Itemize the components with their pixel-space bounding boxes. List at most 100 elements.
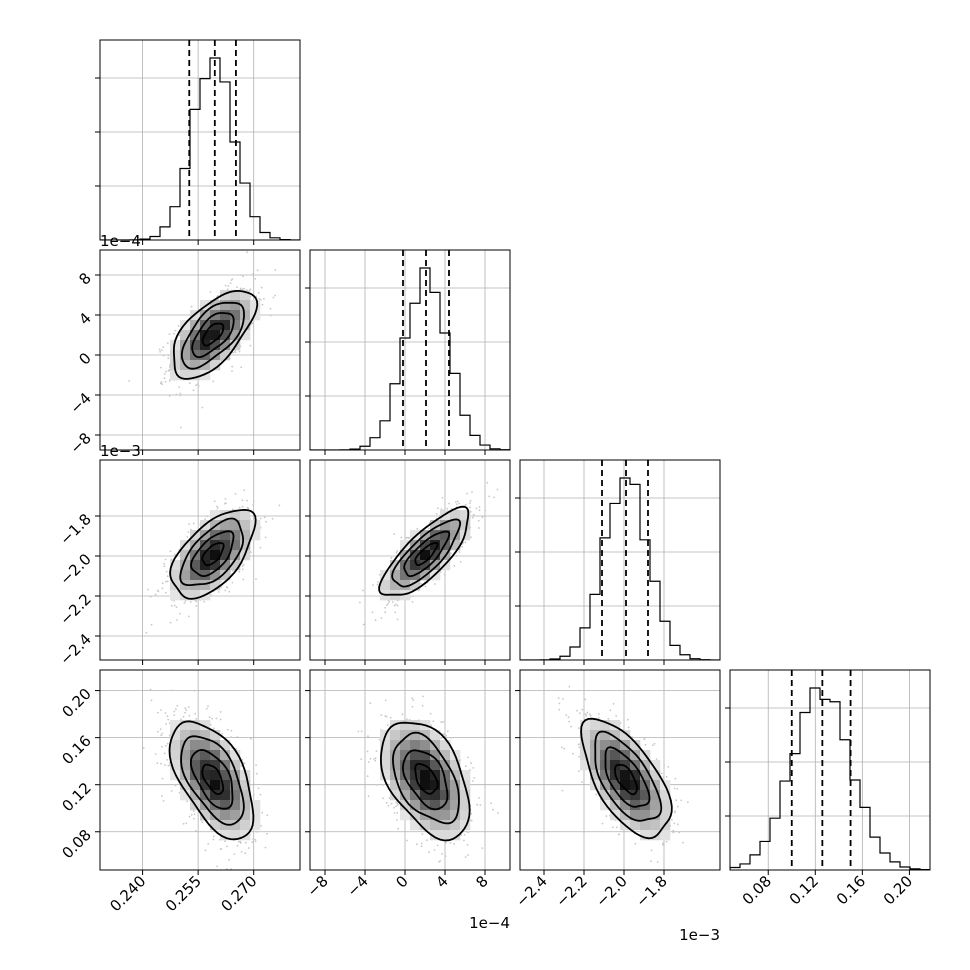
scatter-point (157, 730, 159, 733)
scatter-point (164, 744, 167, 747)
scatter-point (169, 621, 172, 624)
density-cell (460, 770, 471, 781)
density-cell (170, 370, 181, 381)
scatter-point (173, 604, 176, 607)
density-cell (240, 800, 251, 811)
density-cell (220, 530, 231, 541)
x-tick-label: −4 (343, 872, 371, 900)
scatter-point (216, 865, 219, 868)
scatter-point (224, 589, 227, 592)
scatter-point (272, 296, 275, 299)
density-cell (380, 760, 391, 771)
scatter-point (162, 800, 165, 802)
scatter-point (265, 520, 267, 523)
scatter-point (456, 503, 458, 506)
scatter-point (424, 585, 427, 588)
scatter-point (188, 523, 191, 525)
scatter-point (374, 759, 377, 762)
density-cell (410, 550, 421, 561)
density-cell (410, 800, 421, 811)
density-cell (250, 530, 261, 541)
density-cell (230, 750, 241, 761)
scatter-point (440, 737, 443, 740)
scatter-point (252, 838, 255, 840)
density-cell (250, 800, 261, 811)
density-cell (180, 370, 191, 381)
x-tick-label: 8 (472, 872, 491, 891)
density-cell (210, 350, 221, 361)
density-cell (240, 300, 251, 311)
scatter-point (428, 527, 430, 530)
scatter-point (411, 697, 414, 700)
scatter-point (240, 274, 243, 276)
density-cell (190, 360, 201, 371)
scatter-point (426, 839, 428, 842)
scatter-point (154, 753, 157, 755)
scatter-point (227, 285, 230, 287)
density-cell (220, 510, 231, 521)
scatter-point (441, 496, 444, 499)
scatter-point (393, 806, 395, 809)
density-cell (440, 530, 451, 541)
scatter-point (167, 369, 170, 372)
scatter-point (186, 800, 189, 803)
density-cell (430, 560, 441, 571)
density-cell (220, 340, 231, 351)
y-tick-label: 0.16 (58, 732, 94, 768)
scatter-point (194, 713, 197, 715)
y-tick-label: −2.0 (56, 550, 94, 588)
density-cell (230, 520, 241, 531)
density-cell (410, 810, 421, 821)
scatter-point (180, 718, 182, 720)
density-cell (190, 780, 201, 791)
scatter-point (167, 354, 170, 357)
density-cell (400, 760, 411, 771)
scatter-point (464, 541, 467, 544)
scatter-point (374, 619, 377, 622)
density-cell (210, 330, 221, 341)
scatter-point (229, 282, 232, 284)
density-cell (220, 550, 231, 561)
scatter-point (220, 848, 223, 850)
x-tick-label: 4 (432, 872, 451, 891)
scatter-point (242, 578, 245, 581)
scatter-point (160, 709, 162, 711)
scatter-point (174, 784, 177, 787)
density-cell (390, 760, 401, 771)
scatter-point (396, 802, 399, 805)
scatter-point (233, 853, 236, 855)
scatter-point (467, 831, 469, 834)
scatter-point (387, 724, 389, 726)
scatter-point (195, 605, 198, 607)
scatter-point (445, 734, 447, 737)
scatter-point (362, 589, 364, 592)
scatter-point (278, 504, 281, 507)
scatter-point (453, 843, 456, 845)
scatter-point (160, 762, 162, 765)
density-cell (460, 800, 471, 811)
scatter-point (264, 536, 267, 539)
density-cell (180, 790, 191, 801)
scatter-point (209, 723, 212, 726)
scatter-point (188, 815, 191, 818)
scatter-point (226, 586, 229, 589)
scatter-point (192, 810, 195, 812)
scatter-point (167, 718, 170, 721)
scatter-point (255, 764, 257, 766)
density-cell (210, 340, 221, 351)
scatter-point (441, 853, 443, 855)
scatter-point (274, 294, 277, 297)
scatter-point (369, 702, 372, 705)
scatter-point (252, 500, 255, 503)
scatter-point (247, 847, 250, 849)
scatter-point (388, 600, 391, 603)
scatter-point (161, 587, 164, 590)
scatter-point (464, 856, 467, 858)
scatter-point (170, 604, 173, 607)
scatter-point (224, 498, 227, 500)
scatter-point (384, 611, 387, 614)
scatter-point (173, 714, 176, 716)
scatter-point (469, 502, 471, 504)
scatter-point (436, 844, 439, 847)
